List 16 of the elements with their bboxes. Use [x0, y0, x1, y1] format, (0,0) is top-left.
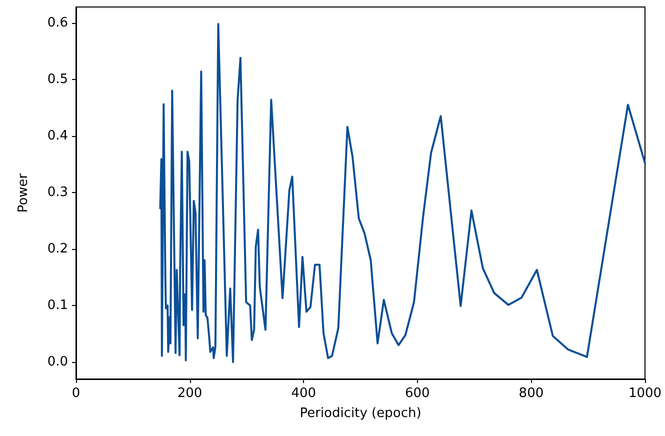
- line-series: [159, 22, 646, 364]
- x-tick-label: 800: [518, 386, 544, 401]
- y-tick-label: 0.2: [47, 241, 68, 256]
- x-tick-label: 200: [177, 386, 202, 401]
- x-tick-label: 600: [404, 386, 430, 401]
- y-tick-label: 0.0: [47, 354, 68, 370]
- y-tick-label: 0.1: [47, 298, 68, 314]
- y-axis-title: Power: [16, 172, 31, 213]
- y-tick-label: 0.4: [47, 128, 68, 144]
- y-tick-label: 0.6: [47, 15, 68, 30]
- x-axis-title: Periodicity (epoch): [300, 406, 422, 421]
- x-tick-label: 400: [291, 386, 316, 401]
- y-tick-label: 0.5: [47, 72, 68, 87]
- x-tick-label: 1000: [628, 386, 662, 401]
- x-tick-label: 0: [72, 386, 80, 401]
- y-tick-label: 0.3: [47, 184, 68, 200]
